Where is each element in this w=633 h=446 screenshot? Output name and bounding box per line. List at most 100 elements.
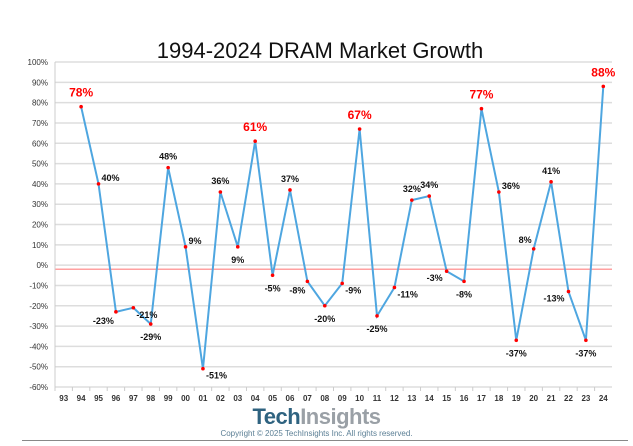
- y-tick-label: 80%: [32, 99, 48, 108]
- y-tick-label: 100%: [28, 58, 48, 67]
- y-tick-label: -50%: [29, 363, 48, 372]
- x-tick-label: 02: [216, 394, 225, 403]
- copyright: Copyright © 2025 TechInsights Inc. All r…: [220, 429, 413, 438]
- data-label: 40%: [102, 173, 120, 183]
- data-point: [566, 289, 571, 294]
- x-tick-label: 20: [529, 394, 538, 403]
- x-tick-label: 93: [59, 394, 68, 403]
- x-tick-label: 97: [129, 394, 138, 403]
- y-tick-label: 50%: [32, 160, 48, 169]
- data-point: [392, 285, 397, 290]
- x-tick-label: 06: [286, 394, 295, 403]
- data-label: 34%: [420, 180, 438, 190]
- data-label: -8%: [289, 285, 305, 295]
- data-label: -8%: [456, 289, 472, 299]
- data-point: [357, 127, 362, 131]
- x-tick-label: 23: [581, 394, 590, 403]
- x-tick-label: 17: [477, 394, 486, 403]
- data-point: [183, 245, 188, 249]
- data-label: 48%: [159, 152, 177, 162]
- data-label: -13%: [543, 294, 564, 304]
- data-label: -11%: [397, 289, 418, 299]
- data-point: [340, 281, 345, 286]
- data-point: [427, 194, 432, 198]
- x-tick-label: 13: [407, 394, 416, 403]
- x-tick-label: 98: [146, 394, 155, 403]
- data-label: -20%: [314, 314, 335, 324]
- data-label: -5%: [265, 283, 281, 293]
- y-tick-label: -10%: [29, 281, 48, 290]
- data-point: [235, 245, 240, 249]
- data-point: [148, 322, 153, 326]
- y-tick-label: 60%: [32, 139, 48, 148]
- x-tick-label: 96: [111, 394, 120, 403]
- x-tick-label: 18: [494, 394, 503, 403]
- x-tick-label: 09: [338, 394, 347, 403]
- x-tick-label: 08: [320, 394, 329, 403]
- x-tick-label: 16: [460, 394, 469, 403]
- data-point: [79, 104, 83, 109]
- x-tick-label: 22: [564, 394, 573, 403]
- data-label: 41%: [542, 166, 560, 176]
- x-tick-label: 10: [355, 394, 364, 403]
- data-point: [479, 106, 484, 111]
- x-tick-label: 15: [442, 394, 451, 403]
- data-label: -23%: [93, 316, 114, 326]
- data-point: [114, 310, 118, 314]
- data-label: 61%: [243, 120, 267, 134]
- x-tick-label: 14: [425, 394, 434, 403]
- data-label: 78%: [69, 86, 93, 100]
- data-point: [444, 269, 449, 274]
- data-label: 9%: [189, 236, 202, 246]
- chart-title: 1994-2024 DRAM Market Growth: [157, 38, 483, 63]
- data-point: [270, 273, 275, 278]
- x-tick-label: 21: [547, 394, 556, 403]
- data-label: 8%: [519, 235, 532, 245]
- data-label: -51%: [206, 371, 227, 381]
- data-point: [601, 84, 606, 89]
- data-point: [514, 338, 519, 343]
- y-tick-label: 70%: [32, 119, 48, 128]
- y-tick-label: -60%: [29, 383, 48, 392]
- data-label: -29%: [140, 332, 161, 342]
- data-label: -37%: [575, 348, 596, 358]
- data-label: 36%: [502, 181, 520, 191]
- data-point: [131, 305, 136, 310]
- data-point: [375, 314, 379, 318]
- data-point: [305, 279, 310, 284]
- data-label: -3%: [427, 273, 443, 283]
- x-tick-label: 24: [599, 394, 608, 403]
- x-tick-label: 12: [390, 394, 399, 403]
- y-tick-label: 10%: [32, 241, 48, 250]
- y-tick-label: 20%: [32, 221, 48, 230]
- x-tick-label: 00: [181, 394, 190, 403]
- data-point: [253, 139, 257, 144]
- data-label: -37%: [506, 348, 527, 358]
- data-point: [322, 303, 327, 308]
- y-tick-label: 40%: [32, 180, 48, 189]
- chart-frame: [22, 6, 628, 441]
- x-tick-label: 07: [303, 394, 312, 403]
- data-label: 67%: [348, 108, 372, 122]
- data-label: -21%: [136, 310, 157, 320]
- data-label: 36%: [211, 176, 229, 186]
- y-tick-label: 90%: [32, 78, 48, 87]
- data-point: [288, 188, 292, 192]
- data-point: [410, 198, 414, 202]
- data-point: [531, 247, 536, 251]
- data-point: [584, 338, 588, 343]
- data-point: [462, 279, 466, 284]
- x-tick-label: 94: [77, 394, 86, 403]
- x-tick-label: 11: [373, 394, 382, 403]
- techinsights-logo: TechInsights: [0, 404, 633, 429]
- x-tick-label: 19: [512, 394, 521, 403]
- data-label: -25%: [367, 324, 388, 334]
- x-tick-label: 04: [251, 394, 260, 403]
- data-point: [201, 366, 205, 371]
- data-label: 9%: [231, 255, 244, 265]
- logo-insights: Insights: [300, 404, 381, 429]
- data-point: [96, 182, 101, 186]
- x-tick-label: 95: [94, 394, 103, 403]
- y-tick-label: -40%: [29, 342, 48, 351]
- x-tick-label: 03: [233, 394, 242, 403]
